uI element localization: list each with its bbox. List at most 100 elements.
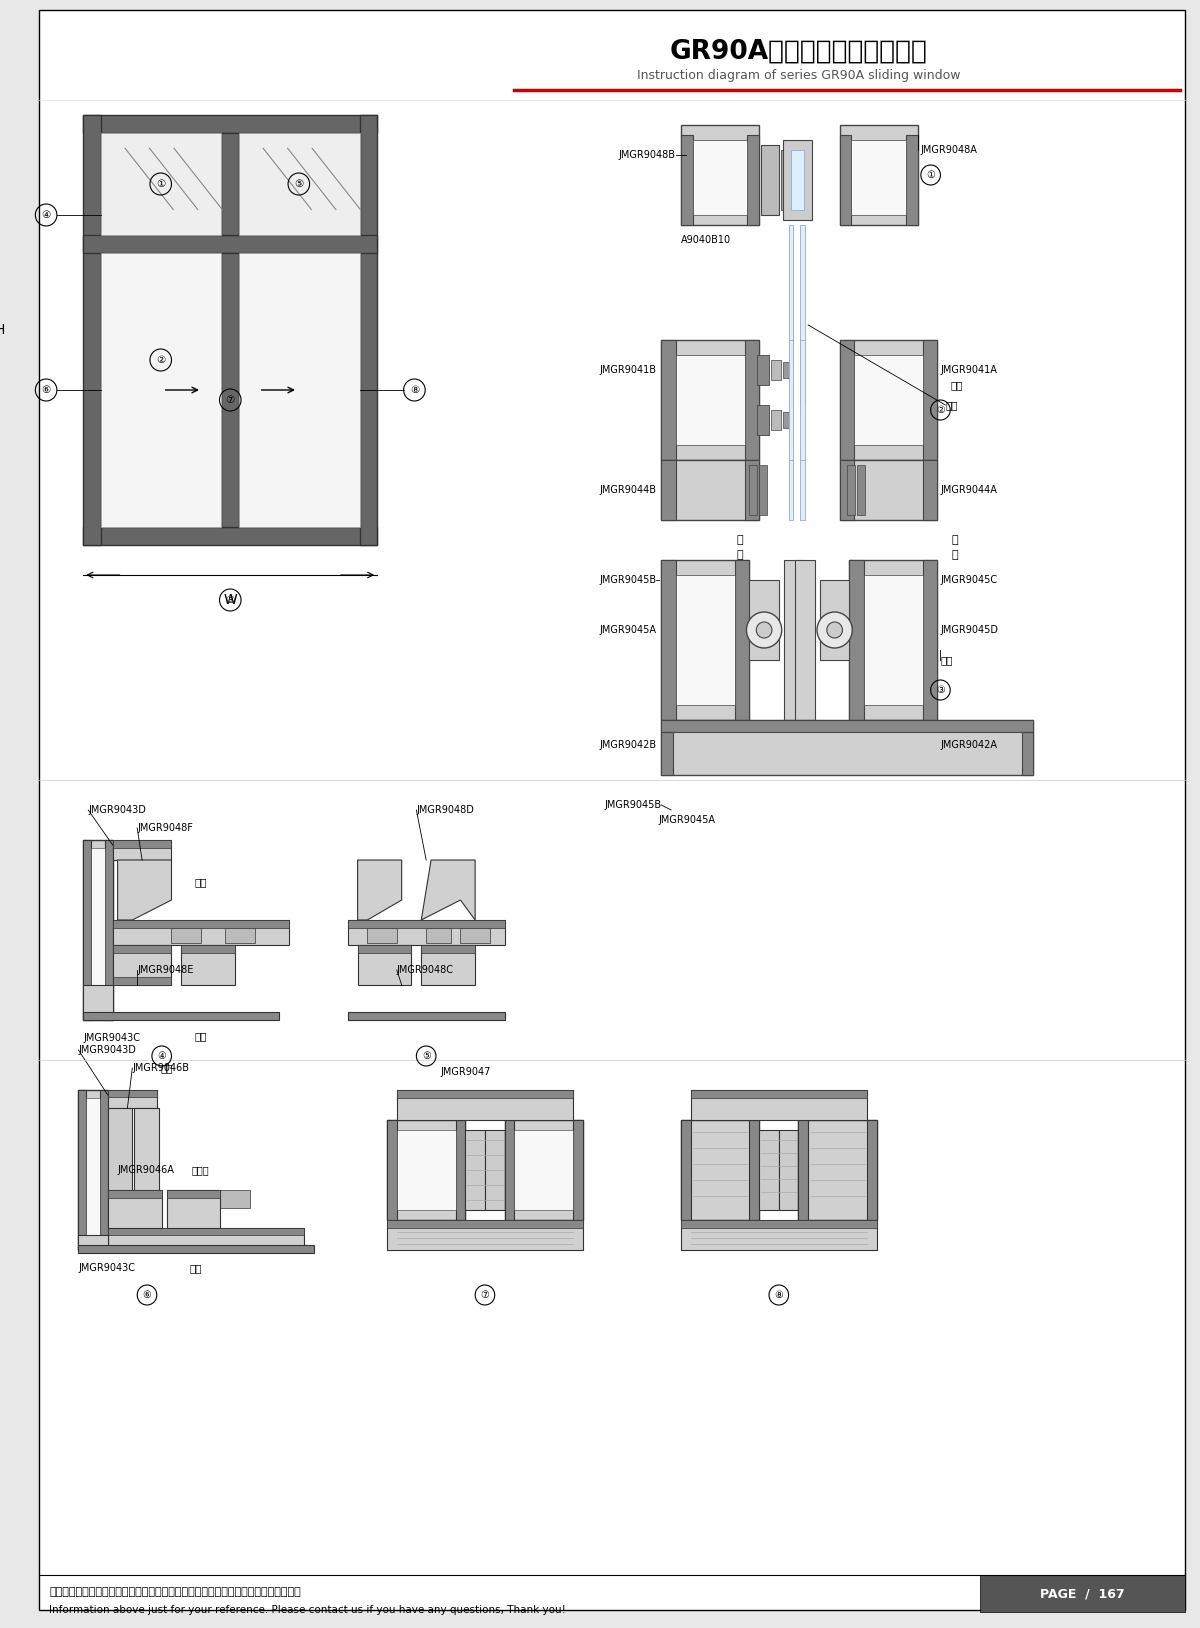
Text: 外: 外 [952, 550, 959, 560]
Bar [358, 944, 412, 985]
Bar [239, 252, 360, 527]
Bar [692, 140, 748, 215]
Text: JMGR9043D: JMGR9043D [89, 804, 146, 816]
Bar [661, 560, 750, 720]
Text: JMGR9048F: JMGR9048F [137, 824, 193, 834]
Text: ①: ① [926, 169, 935, 181]
Text: Information above just for your reference. Please contact us if you have any que: Information above just for your referenc… [49, 1605, 566, 1615]
Bar [851, 140, 906, 215]
Polygon shape [358, 860, 402, 920]
Bar [222, 252, 239, 527]
Text: ⑧: ⑧ [409, 384, 419, 396]
Bar [113, 977, 172, 985]
Text: W: W [223, 593, 238, 607]
Bar [748, 135, 760, 225]
Bar [348, 920, 504, 928]
Text: ⑤: ⑤ [294, 179, 304, 189]
Bar [485, 1130, 504, 1210]
Bar [750, 466, 757, 514]
Text: JMGR9048B: JMGR9048B [619, 150, 676, 160]
Bar [798, 1120, 877, 1219]
Bar [680, 125, 760, 225]
Bar [854, 355, 923, 444]
Bar [222, 133, 239, 234]
Bar [134, 1109, 158, 1228]
Bar [750, 1120, 760, 1219]
Text: JMGR9045A: JMGR9045A [658, 816, 715, 825]
Text: A9040B10: A9040B10 [680, 234, 731, 244]
Bar [466, 1130, 485, 1210]
Bar [239, 133, 360, 234]
Bar [788, 340, 793, 461]
Bar [661, 560, 676, 720]
Bar [172, 928, 200, 943]
Bar [86, 1097, 100, 1242]
Bar [761, 145, 779, 215]
Bar [781, 150, 791, 210]
Bar [108, 1190, 162, 1198]
Bar [221, 1190, 250, 1208]
Bar [782, 140, 812, 220]
Bar [348, 1013, 504, 1021]
Bar [661, 720, 1033, 775]
Text: JMGR9044B: JMGR9044B [599, 485, 656, 495]
Bar [680, 1219, 877, 1250]
Circle shape [756, 622, 772, 638]
Bar [840, 125, 918, 225]
Bar [83, 527, 377, 545]
Bar [734, 560, 750, 720]
Bar [779, 1130, 798, 1210]
Bar [760, 1130, 779, 1210]
Bar [788, 225, 793, 405]
Text: 图中所示型材截面、装配、编号、尺寸及重量仅供参考。如有疑问，请向本公司查询。: 图中所示型材截面、装配、编号、尺寸及重量仅供参考。如有疑问，请向本公司查询。 [49, 1587, 301, 1597]
Bar [113, 944, 172, 985]
Bar [850, 560, 864, 720]
Bar [923, 340, 937, 461]
Text: JMGR9044A: JMGR9044A [941, 485, 997, 495]
Bar [167, 1190, 221, 1198]
Text: ②: ② [936, 405, 944, 415]
Bar [847, 466, 856, 514]
Text: ④: ④ [42, 210, 50, 220]
Bar [83, 116, 101, 545]
Text: JMGR9048A: JMGR9048A [920, 145, 978, 155]
Text: 室: 室 [737, 536, 743, 545]
Text: JMGR9042A: JMGR9042A [941, 741, 997, 751]
Text: 毛条: 毛条 [950, 379, 962, 391]
Bar [108, 1091, 157, 1109]
Bar [386, 1120, 466, 1219]
Text: JMGR9042B: JMGR9042B [599, 741, 656, 751]
Bar [113, 840, 172, 848]
Bar [386, 1219, 583, 1250]
Bar [78, 1236, 108, 1250]
Bar [791, 150, 804, 210]
Circle shape [827, 622, 842, 638]
Text: 滑轮: 滑轮 [941, 654, 953, 664]
Bar [113, 920, 289, 928]
Bar [906, 135, 918, 225]
Bar [83, 840, 91, 1021]
Bar [757, 355, 769, 384]
Text: JMGR9046B: JMGR9046B [132, 1063, 190, 1073]
Text: ①: ① [156, 179, 166, 189]
Bar [167, 1190, 196, 1208]
Bar [661, 340, 676, 461]
Bar [397, 1130, 456, 1210]
Bar [757, 405, 769, 435]
Bar [113, 920, 289, 944]
Bar [386, 1219, 583, 1228]
Bar [820, 580, 850, 659]
Bar [680, 1120, 691, 1219]
Bar [167, 1190, 221, 1228]
Bar [866, 1120, 877, 1219]
Bar [348, 920, 504, 944]
Bar [676, 355, 744, 444]
Bar [840, 461, 854, 519]
Text: ③: ③ [226, 594, 235, 606]
Bar [397, 1091, 574, 1120]
Bar [800, 340, 805, 461]
Bar [113, 944, 172, 952]
Bar [108, 1109, 132, 1228]
Bar [108, 1190, 162, 1228]
Bar [923, 560, 937, 720]
